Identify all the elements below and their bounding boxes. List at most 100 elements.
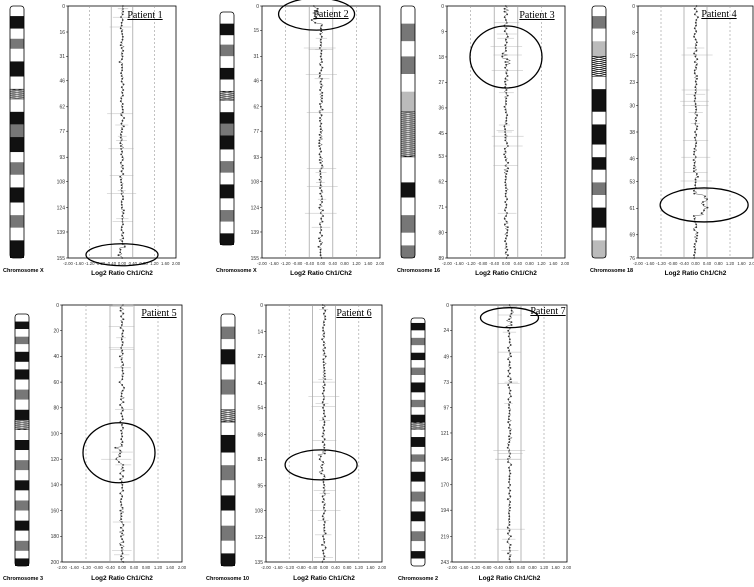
probe-point: [693, 229, 696, 231]
probe-point: [120, 503, 123, 506]
x-tick-label: -1.20: [85, 261, 95, 266]
chromosome-band: [220, 210, 234, 222]
probe-point: [320, 69, 323, 72]
x-tick-label: 0.40: [703, 261, 712, 266]
probe-point: [323, 512, 325, 515]
probe-point: [322, 412, 325, 415]
probe-point: [318, 153, 321, 156]
x-tick-label: 2.00: [172, 261, 181, 266]
probe-point: [505, 251, 507, 254]
chromosome-band: [411, 501, 425, 512]
probe-point: [508, 441, 511, 443]
ideogram-outline: [9, 5, 25, 259]
y-tick-label: 61: [629, 206, 635, 212]
probe-point: [696, 58, 699, 61]
x-tick-label: 0.40: [331, 565, 340, 570]
probe-point: [323, 438, 326, 441]
probe-point: [694, 248, 697, 251]
chromosome-band: [592, 207, 606, 228]
centromere-hatch: [219, 96, 235, 100]
probe-point: [119, 248, 122, 251]
probe-point: [504, 128, 507, 131]
probe-point: [321, 338, 324, 341]
probe-point: [323, 332, 325, 335]
probe-point: [121, 495, 124, 498]
probe-point: [507, 418, 510, 421]
x-tick-label: 0.40: [517, 565, 526, 570]
chromosome-band: [401, 56, 415, 75]
probe-point: [321, 164, 324, 167]
centromere-hatch: [220, 413, 236, 417]
probe-point: [318, 142, 321, 145]
probe-point: [121, 409, 124, 412]
probe-point: [694, 131, 696, 133]
probe-point: [505, 173, 508, 175]
chromosome-band: [411, 551, 425, 559]
probe-point: [321, 435, 324, 438]
probe-point: [121, 33, 124, 35]
probe-point: [693, 153, 695, 156]
probe-point: [693, 217, 696, 220]
probe-point: [120, 555, 123, 558]
y-tick-label: 62: [438, 179, 444, 185]
probe-point: [120, 72, 122, 75]
patient-label: Patient 5: [141, 308, 176, 319]
probe-point: [504, 181, 507, 184]
probe-point: [321, 304, 324, 306]
probe-point: [320, 189, 323, 192]
probe-point: [506, 526, 509, 529]
probe-point: [695, 66, 697, 69]
x-tick-label: -0.40: [679, 261, 689, 266]
probe-point: [321, 515, 324, 518]
probe-point: [122, 529, 124, 532]
chromosome-band: [411, 375, 425, 383]
chromosome-band: [411, 481, 425, 492]
x-axis-title: Log2 Ratio Ch1/Ch2: [293, 575, 355, 582]
probe-point: [318, 178, 321, 181]
probe-point: [507, 461, 509, 463]
chromosome-band: [220, 100, 234, 113]
chromosome-band: [221, 364, 235, 380]
x-tick-label: 0.80: [714, 261, 723, 266]
chromosome-band: [220, 135, 234, 150]
probe-point: [119, 309, 122, 312]
chromosome-band: [15, 314, 29, 322]
highlight-ellipse: [82, 422, 156, 484]
x-tick-label: -1.60: [454, 261, 464, 266]
x-tick-label: -2.00: [57, 565, 67, 570]
x-tick-label: -0.80: [296, 565, 306, 570]
probe-point: [505, 203, 508, 206]
chromosome-band: [220, 149, 234, 162]
probe-point: [324, 309, 327, 312]
probe-point: [693, 164, 696, 167]
probe-point: [509, 472, 512, 475]
probe-point: [119, 44, 122, 47]
y-tick-label: 121: [441, 431, 450, 437]
probe-point: [120, 535, 122, 538]
probe-point: [321, 469, 324, 472]
probe-point: [507, 532, 509, 535]
panel-5: Chromosome 3020406080100120140160180200-…: [3, 303, 187, 582]
chromosome-band: [221, 553, 235, 566]
probe-point: [120, 444, 123, 446]
probe-point: [320, 58, 323, 61]
probe-point: [319, 33, 322, 35]
y-tick-label: 155: [57, 256, 66, 262]
probe-point: [120, 80, 123, 83]
chromosome-band: [592, 28, 606, 42]
y-tick-label: 27: [438, 80, 444, 86]
probe-point: [323, 384, 326, 386]
x-tick-label: -0.80: [93, 565, 103, 570]
probe-point: [505, 189, 507, 192]
x-tick-label: 0.80: [525, 261, 534, 266]
probe-point: [118, 61, 121, 63]
probe-point: [693, 13, 696, 16]
chromosome-ideogram: [400, 5, 416, 259]
probe-point: [323, 366, 326, 369]
centromere-hatch: [219, 94, 235, 98]
ideogram-outline: [14, 313, 30, 567]
probe-point: [505, 220, 508, 223]
probe-point: [506, 498, 509, 501]
x-tick-label: -0.80: [668, 261, 678, 266]
probe-point: [120, 226, 123, 229]
